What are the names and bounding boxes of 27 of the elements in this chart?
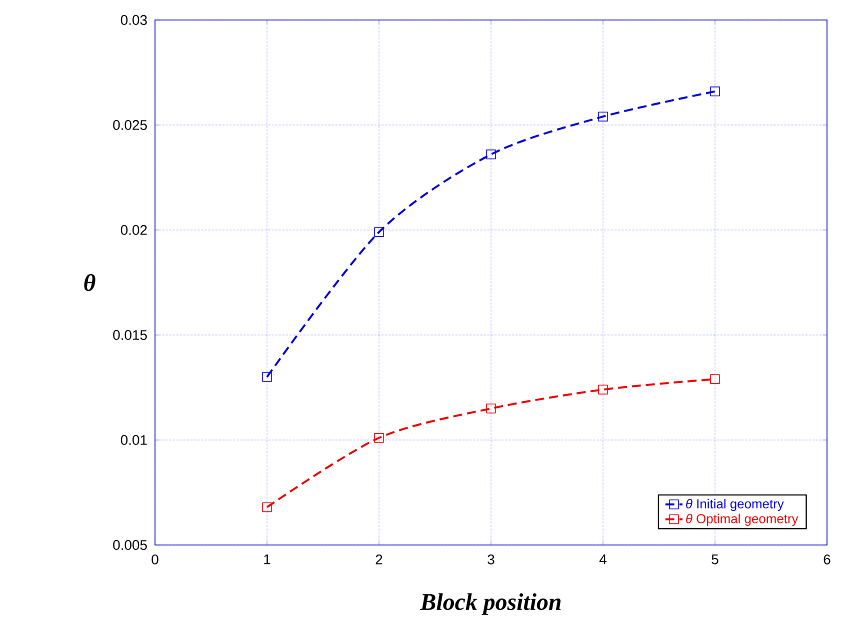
x-tick-label: 5 bbox=[712, 554, 718, 564]
point bbox=[262, 372, 272, 382]
x-tick-label: 3 bbox=[488, 554, 494, 564]
y-tick-label: 0.025 bbox=[113, 120, 147, 130]
x-tick-label: 6 bbox=[824, 554, 830, 564]
x-tick-label: 1 bbox=[264, 554, 270, 564]
y-tick-label: 0.015 bbox=[113, 330, 147, 340]
x-tick-label: 4 bbox=[599, 554, 606, 564]
point bbox=[374, 433, 384, 443]
y-tick-label: 0.005 bbox=[113, 540, 147, 550]
legend-label: θ Initial geometry bbox=[686, 498, 784, 511]
legend-label: θ Optimal geometry bbox=[686, 514, 798, 526]
point bbox=[598, 384, 608, 394]
y-tick-label: 0.01 bbox=[120, 435, 147, 445]
point bbox=[598, 112, 608, 122]
point bbox=[374, 227, 384, 237]
x-tick-label: 0 bbox=[152, 554, 158, 564]
point bbox=[710, 86, 720, 96]
point bbox=[262, 502, 272, 512]
x-axis-title: Block position bbox=[420, 593, 561, 615]
x-tick-label: 2 bbox=[376, 554, 382, 564]
point bbox=[486, 404, 496, 414]
y-tick-label: 0.03 bbox=[120, 15, 147, 25]
y-axis-title: θ bbox=[84, 274, 96, 291]
point bbox=[486, 150, 496, 160]
point bbox=[710, 374, 720, 384]
y-tick-label: 0.02 bbox=[120, 225, 147, 235]
